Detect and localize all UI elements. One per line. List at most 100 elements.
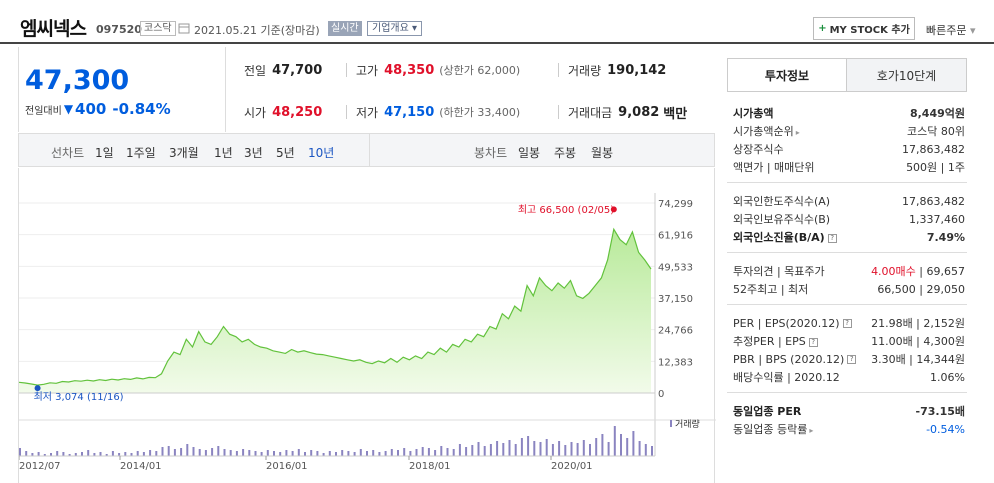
- y-tick-label: 61,916: [658, 231, 693, 242]
- stock-code: 097520: [96, 23, 142, 36]
- volume-bar: [186, 444, 189, 456]
- chevron-right-icon[interactable]: ▸: [809, 426, 814, 435]
- quick-order-label: 빠른주문: [926, 24, 967, 37]
- period-5y[interactable]: 5년: [276, 146, 295, 160]
- info-row-label: 동일업종 등락률 ▸: [733, 423, 814, 436]
- volume-bar: [551, 444, 554, 456]
- candle-daily[interactable]: 일봉: [518, 146, 541, 160]
- volume-bar: [446, 448, 449, 456]
- quick-order-dropdown[interactable]: 빠른주문 ▾: [926, 22, 976, 38]
- company-overview-dropdown[interactable]: 기업개요 ▾: [367, 21, 423, 36]
- y-tick-label: 49,533: [658, 262, 693, 273]
- x-tick-label: 2018/01: [409, 461, 451, 472]
- volume-bar: [415, 449, 418, 456]
- add-my-stock-button[interactable]: + MY STOCK 추가: [813, 17, 915, 40]
- help-icon[interactable]: ?: [827, 233, 837, 243]
- volume-bar: [458, 444, 461, 456]
- volume-bar: [384, 451, 387, 456]
- volume-bar: [297, 449, 300, 456]
- volume-bar: [223, 449, 226, 456]
- section-divider: [727, 392, 967, 393]
- calendar-icon: [178, 23, 190, 34]
- add-my-stock-label: MY STOCK 추가: [829, 25, 910, 36]
- volume-bar: [211, 448, 214, 456]
- info-row: 액면가 | 매매단위 500원 | 1주: [733, 158, 965, 176]
- volume-bar: [589, 444, 591, 456]
- period-3m[interactable]: 3개월: [169, 146, 199, 160]
- y-tick-label: 0: [658, 389, 664, 400]
- info-row-value: 1,337,460: [909, 212, 965, 226]
- info-row: 동일업종 PER -73.15배: [733, 402, 965, 420]
- period-10y[interactable]: 10년: [308, 146, 335, 160]
- volume-bar: [440, 446, 443, 456]
- volume-bar: [19, 448, 21, 456]
- info-row: 시가총액 8,449억원: [733, 104, 965, 122]
- info-row-label: 상장주식수: [733, 143, 784, 156]
- info-row: 배당수익률 | 2020.12 1.06%: [733, 368, 965, 386]
- info-row-label: 배당수익률 | 2020.12: [733, 371, 840, 384]
- volume-bar: [489, 444, 492, 456]
- tab-order-book[interactable]: 호가10단계: [847, 59, 966, 91]
- quote-grid: 전일 47,700 고가 48,350 (상한가 62,000) 거래량 190…: [226, 47, 715, 132]
- volume-bar: [341, 450, 344, 456]
- period-1y[interactable]: 1년: [214, 146, 233, 160]
- volume-bar: [161, 447, 164, 456]
- volume-bar: [254, 451, 257, 456]
- help-icon[interactable]: ?: [842, 319, 852, 328]
- info-row-label: 투자의견 | 목표주가: [733, 265, 825, 278]
- volume-bar: [43, 454, 46, 456]
- volume-bar: [626, 438, 629, 456]
- help-icon[interactable]: ?: [808, 337, 818, 347]
- period-1d[interactable]: 1일: [95, 146, 114, 160]
- volume-bar: [582, 440, 585, 456]
- volume-bar: [421, 447, 424, 456]
- volume-bar: [620, 434, 622, 456]
- volume-bar: [149, 450, 152, 456]
- realtime-button[interactable]: 실시간: [328, 21, 362, 36]
- max-price-label: 최고 66,500 (02/05): [518, 204, 614, 216]
- info-tabs: 투자정보 호가10단계: [727, 58, 967, 92]
- volume-bar: [403, 448, 406, 456]
- company-overview-label: 기업개요: [372, 23, 409, 34]
- volume-bar: [74, 453, 77, 456]
- info-row: 외국인한도주식수(A) 17,863,482: [733, 192, 965, 210]
- stock-name[interactable]: 엠씨넥스: [20, 18, 87, 40]
- price-line: [19, 227, 652, 386]
- period-1w[interactable]: 1주일: [126, 146, 156, 160]
- volume-bar: [310, 450, 313, 456]
- volume-bar: [434, 450, 437, 456]
- volume-bar: [644, 444, 647, 456]
- info-row: 동일업종 등락률 ▸ -0.54%: [733, 420, 965, 438]
- prev-close-value: 47,700: [272, 62, 323, 78]
- info-row-value: 66,500 | 29,050: [877, 282, 965, 296]
- info-row-label: 액면가 | 매매단위: [733, 161, 815, 174]
- info-row-value: -0.54%: [926, 422, 965, 436]
- change-label: 전일대비: [25, 105, 62, 117]
- candle-monthly[interactable]: 월봉: [591, 146, 614, 160]
- volume-bar: [136, 451, 139, 456]
- max-price-marker: [610, 206, 617, 213]
- volume-bar: [409, 451, 412, 456]
- volume-bar: [87, 450, 90, 456]
- volume-bar: [37, 452, 40, 456]
- info-row: PBR | BPS (2020.12)? 3.30배 | 14,344원: [733, 350, 965, 368]
- tab-investment-info[interactable]: 투자정보: [728, 59, 847, 91]
- volume-bar: [93, 453, 96, 456]
- volume-bar: [273, 451, 275, 456]
- volume-bar: [651, 446, 653, 456]
- volume-bar: [527, 436, 530, 456]
- period-3y[interactable]: 3년: [244, 146, 263, 160]
- volume-bar: [279, 452, 282, 456]
- info-row-value: 17,863,482: [902, 194, 965, 208]
- info-row-value: 7.49%: [926, 230, 965, 244]
- candle-weekly[interactable]: 주봉: [554, 146, 577, 160]
- info-row: 시가총액순위 ▸ 코스닥 80위: [733, 122, 965, 140]
- volume-bar: [50, 453, 52, 456]
- section-divider: [727, 182, 967, 183]
- chevron-right-icon[interactable]: ▸: [795, 128, 800, 137]
- info-row-value: -73.15배: [915, 405, 965, 418]
- help-icon[interactable]: ?: [847, 355, 857, 364]
- volume-bar: [570, 442, 573, 456]
- volume-bar: [496, 441, 499, 456]
- volume-bar: [56, 451, 59, 456]
